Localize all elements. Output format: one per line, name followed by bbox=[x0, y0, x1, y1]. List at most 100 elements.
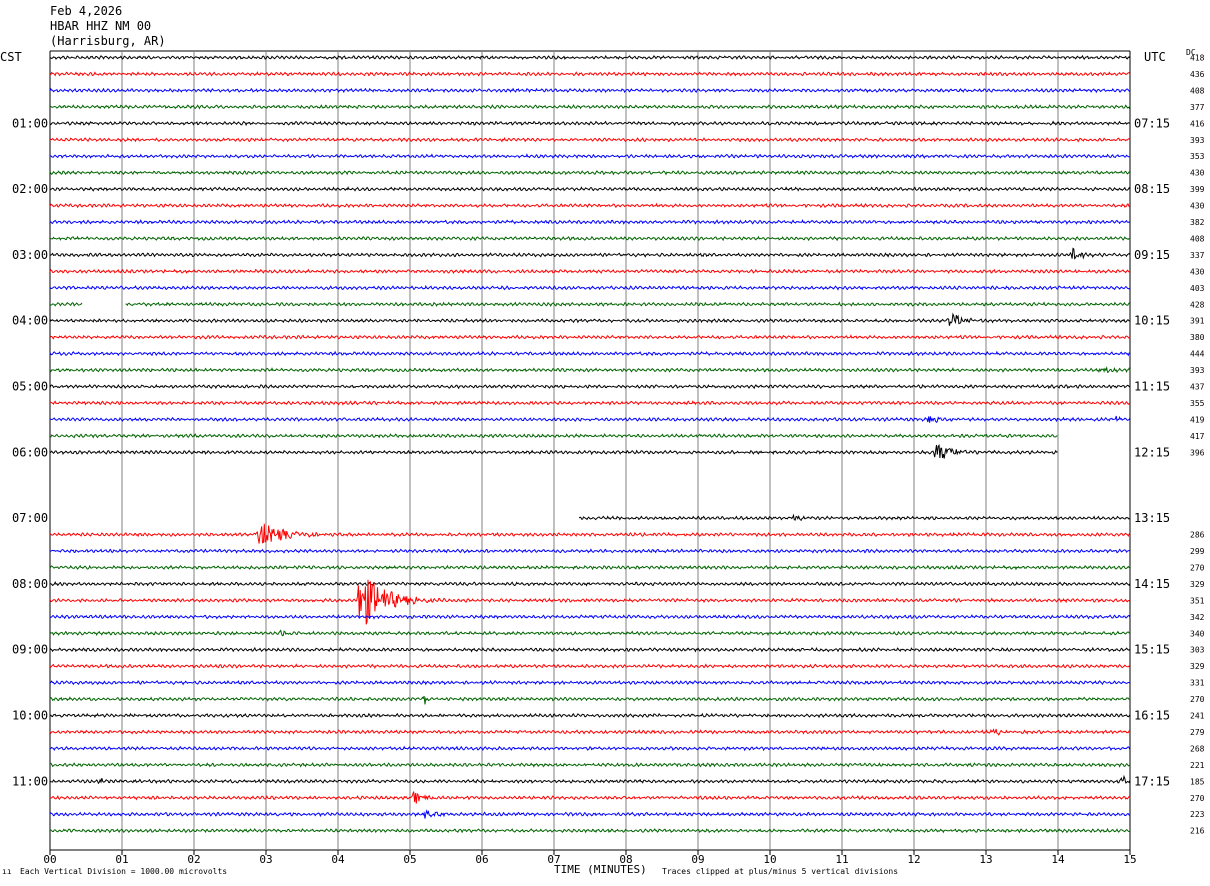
utc-hour-label: 07:15 bbox=[1134, 116, 1170, 130]
trace-row-40 bbox=[49, 712, 1131, 719]
utc-hour-label: 16:15 bbox=[1134, 709, 1170, 723]
x-tick-label: 05 bbox=[403, 853, 416, 866]
scale-note: Each Vertical Division = 1000.00 microvo… bbox=[20, 867, 228, 876]
cst-hour-label: 05:00 bbox=[12, 380, 48, 394]
dc-offset-label: 437 bbox=[1190, 383, 1205, 392]
trace-row-19 bbox=[49, 365, 1131, 374]
cst-hour-label: 01:00 bbox=[12, 116, 48, 130]
dc-offset-label: 223 bbox=[1190, 810, 1205, 819]
dc-offset-label: 355 bbox=[1190, 399, 1205, 408]
utc-hour-label: 13:15 bbox=[1134, 511, 1170, 525]
dc-offset-label: 342 bbox=[1190, 613, 1205, 622]
footer-mark: ıı bbox=[2, 867, 12, 876]
dc-offset-label: 216 bbox=[1190, 827, 1205, 836]
dc-offset-label: 270 bbox=[1190, 563, 1205, 572]
trace-row-14 bbox=[49, 284, 1131, 291]
dc-offset-label: 380 bbox=[1190, 333, 1205, 342]
dc-offset-label: 403 bbox=[1190, 284, 1205, 293]
trace-row-30 bbox=[50, 548, 1131, 554]
x-tick-label: 02 bbox=[187, 853, 200, 866]
trace-row-28 bbox=[578, 513, 1130, 522]
utc-hour-label: 14:15 bbox=[1134, 577, 1170, 591]
x-tick-label: 01 bbox=[115, 853, 128, 866]
dc-offset-label: 393 bbox=[1190, 366, 1205, 375]
x-tick-label: 10 bbox=[763, 853, 776, 866]
x-tick-label: 03 bbox=[259, 853, 272, 866]
trace-row-2 bbox=[49, 87, 1131, 94]
header-station: HBAR HHZ NM 00 bbox=[50, 19, 152, 33]
dc-offset-label: 303 bbox=[1190, 646, 1205, 655]
dc-offset-label: 399 bbox=[1190, 185, 1205, 194]
x-tick-label: 07 bbox=[547, 853, 560, 866]
dc-offset-label: 270 bbox=[1190, 695, 1205, 704]
dc-offset-label: 418 bbox=[1190, 54, 1205, 63]
trace-row-34 bbox=[49, 613, 1131, 620]
dc-offset-label: 331 bbox=[1190, 679, 1205, 688]
trace-row-33 bbox=[49, 579, 1131, 625]
dc-offset-label: 299 bbox=[1190, 547, 1205, 556]
utc-hour-label: 12:15 bbox=[1134, 445, 1170, 459]
trace-row-3 bbox=[49, 104, 1131, 110]
dc-offset-label: 430 bbox=[1190, 169, 1205, 178]
cst-hour-label: 10:00 bbox=[12, 709, 48, 723]
dc-offset-label: 416 bbox=[1190, 119, 1205, 128]
utc-hour-label: 15:15 bbox=[1134, 643, 1170, 657]
utc-hour-label: 09:15 bbox=[1134, 248, 1170, 262]
utc-hour-label: 08:15 bbox=[1134, 182, 1170, 196]
dc-offset-label: 382 bbox=[1190, 218, 1205, 227]
trace-row-21 bbox=[49, 400, 1131, 406]
dc-offset-label: 337 bbox=[1190, 251, 1205, 260]
cst-hour-label: 06:00 bbox=[12, 445, 48, 459]
dc-offset-label: 185 bbox=[1190, 777, 1205, 786]
utc-axis-label: UTC bbox=[1144, 50, 1166, 64]
x-axis-title: TIME (MINUTES) bbox=[554, 863, 647, 876]
trace-row-37 bbox=[49, 663, 1131, 669]
dc-offset-label: 353 bbox=[1190, 152, 1205, 161]
trace-row-46 bbox=[49, 809, 1131, 819]
x-tick-label: 13 bbox=[979, 853, 992, 866]
dc-offset-label: 377 bbox=[1190, 103, 1205, 112]
dc-offset-label: 286 bbox=[1190, 531, 1205, 540]
cst-hour-label: 11:00 bbox=[12, 774, 48, 788]
trace-row-12 bbox=[49, 247, 1131, 260]
trace-row-38 bbox=[49, 679, 1131, 686]
trace-row-45 bbox=[49, 791, 1131, 804]
trace-row-42 bbox=[49, 745, 1131, 752]
trace-row-9 bbox=[49, 202, 1131, 209]
dc-offset-label: 408 bbox=[1190, 86, 1205, 95]
cst-hour-label: 02:00 bbox=[12, 182, 48, 196]
dc-offset-label: 430 bbox=[1190, 202, 1205, 211]
dc-offset-label: 408 bbox=[1190, 234, 1205, 243]
trace-row-23 bbox=[49, 433, 1058, 439]
cst-hour-label: 08:00 bbox=[12, 577, 48, 591]
trace-row-20 bbox=[49, 383, 1131, 390]
trace-row-16 bbox=[49, 312, 1131, 326]
x-tick-label: 11 bbox=[835, 853, 848, 866]
trace-row-31 bbox=[49, 564, 1131, 571]
trace-row-11 bbox=[49, 235, 1131, 242]
clip-note: Traces clipped at plus/minus 5 vertical … bbox=[662, 867, 899, 876]
trace-row-17 bbox=[49, 334, 1131, 340]
trace-row-15 bbox=[49, 301, 83, 307]
x-tick-label: 12 bbox=[907, 853, 920, 866]
trace-row-4 bbox=[49, 120, 1131, 127]
dc-offset-label: 340 bbox=[1190, 629, 1205, 638]
dc-offset-label: 396 bbox=[1190, 448, 1205, 457]
dc-offset-label: 393 bbox=[1190, 136, 1205, 145]
cst-hour-label: 07:00 bbox=[12, 511, 48, 525]
trace-row-6 bbox=[50, 153, 1131, 159]
x-tick-label: 06 bbox=[475, 853, 488, 866]
dc-offset-label: 268 bbox=[1190, 744, 1205, 753]
trace-row-44 bbox=[49, 774, 1131, 785]
cst-hour-label: 04:00 bbox=[12, 314, 48, 328]
cst-axis-label: CST bbox=[0, 50, 22, 64]
dc-axis-label: DC bbox=[1186, 48, 1196, 57]
x-tick-label: 00 bbox=[43, 853, 56, 866]
utc-hour-label: 10:15 bbox=[1134, 314, 1170, 328]
trace-row-22 bbox=[49, 415, 1131, 424]
cst-hour-label: 09:00 bbox=[12, 643, 48, 657]
dc-offset-label: 444 bbox=[1190, 350, 1205, 359]
x-tick-label: 15 bbox=[1123, 853, 1136, 866]
dc-offset-label: 329 bbox=[1190, 580, 1205, 589]
